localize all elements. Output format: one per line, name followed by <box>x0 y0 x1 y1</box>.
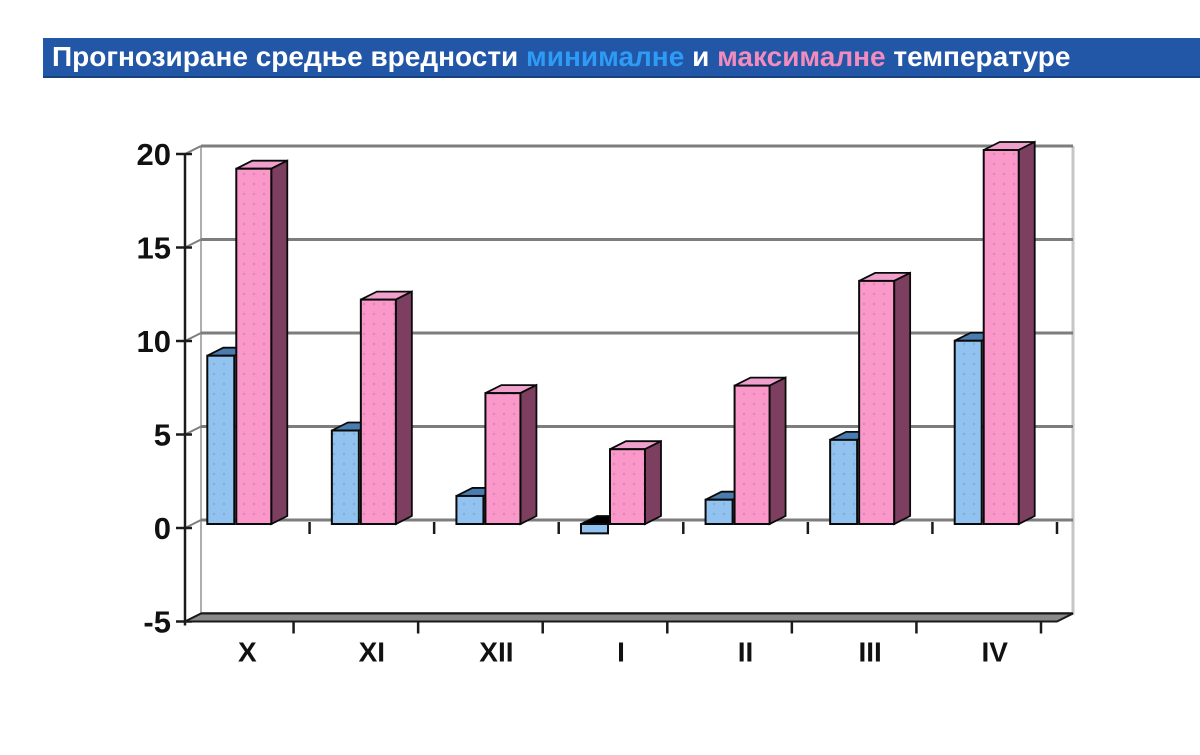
bar-min-texture-XII <box>456 495 484 524</box>
bar-max-side-X <box>270 159 289 526</box>
x-axis-label-XI: XI <box>359 637 385 668</box>
bar-max-texture-III <box>859 280 895 524</box>
y-axis-label--5: -5 <box>143 605 171 640</box>
bar-group-II <box>704 376 787 526</box>
gridline-connector-15 <box>184 238 202 249</box>
bar-max-texture-X <box>236 168 272 524</box>
title-text-part1: Прогнозиране средње вредности <box>52 41 527 72</box>
title-max-word: максималне <box>717 41 886 72</box>
bar-group-III <box>829 271 912 526</box>
bar-max-side-IV <box>1017 140 1036 526</box>
gridline-connector-5 <box>184 425 202 436</box>
gridline-connector-0 <box>184 519 202 529</box>
x-axis-label-IV: IV <box>981 637 1008 668</box>
bar-group-I <box>580 439 662 535</box>
chart-title-bar: Прогнозиране средње вредности минималне … <box>43 38 1200 78</box>
bar-max-side-III <box>893 271 912 526</box>
bar-group-XII <box>455 383 538 526</box>
gridline-connector-20 <box>184 145 202 155</box>
x-axis-label-I: I <box>617 637 625 668</box>
bar-max-texture-XI <box>360 299 396 524</box>
bar-min-texture-XI <box>331 430 359 524</box>
title-min-word: минималне <box>526 41 685 72</box>
bar-group-XI <box>330 290 413 526</box>
y-axis-label-20: 20 <box>137 137 171 172</box>
bar-max-texture-XII <box>485 393 521 524</box>
chart-area: 20 15 10 5 0 -5 X XI XII I II III IV <box>100 110 1100 710</box>
bar-min-texture-IV <box>954 340 982 524</box>
bar-max-texture-IV <box>983 150 1019 524</box>
bar-max-side-XII <box>519 383 538 526</box>
x-axis-label-III: III <box>858 637 881 668</box>
bar-min-texture-I <box>581 524 608 534</box>
y-axis-label-0: 0 <box>154 511 171 546</box>
bar-group-X <box>206 159 289 526</box>
bar-max-side-I <box>644 439 662 526</box>
gridline-connector-10 <box>184 332 202 342</box>
title-text-conj: и <box>684 41 718 72</box>
bar-max-texture-I <box>610 449 645 524</box>
x-axis-label-XII: XII <box>479 637 513 668</box>
bar-min-texture-X <box>207 355 235 524</box>
title-text-part3: температуре <box>885 41 1071 72</box>
x-axis-label-II: II <box>738 637 754 668</box>
y-axis-label-15: 15 <box>137 231 171 266</box>
bar-min-texture-II <box>705 499 733 524</box>
bar-group-IV <box>953 140 1036 526</box>
x-axis-label-X: X <box>238 637 257 668</box>
y-axis-label-10: 10 <box>137 324 171 359</box>
floor-slab <box>184 612 1074 623</box>
bar-max-side-II <box>768 376 787 526</box>
bar-max-side-XI <box>394 290 413 526</box>
bar-min-texture-III <box>830 439 858 524</box>
y-axis-label-5: 5 <box>154 418 171 453</box>
bar-max-texture-II <box>734 385 770 524</box>
